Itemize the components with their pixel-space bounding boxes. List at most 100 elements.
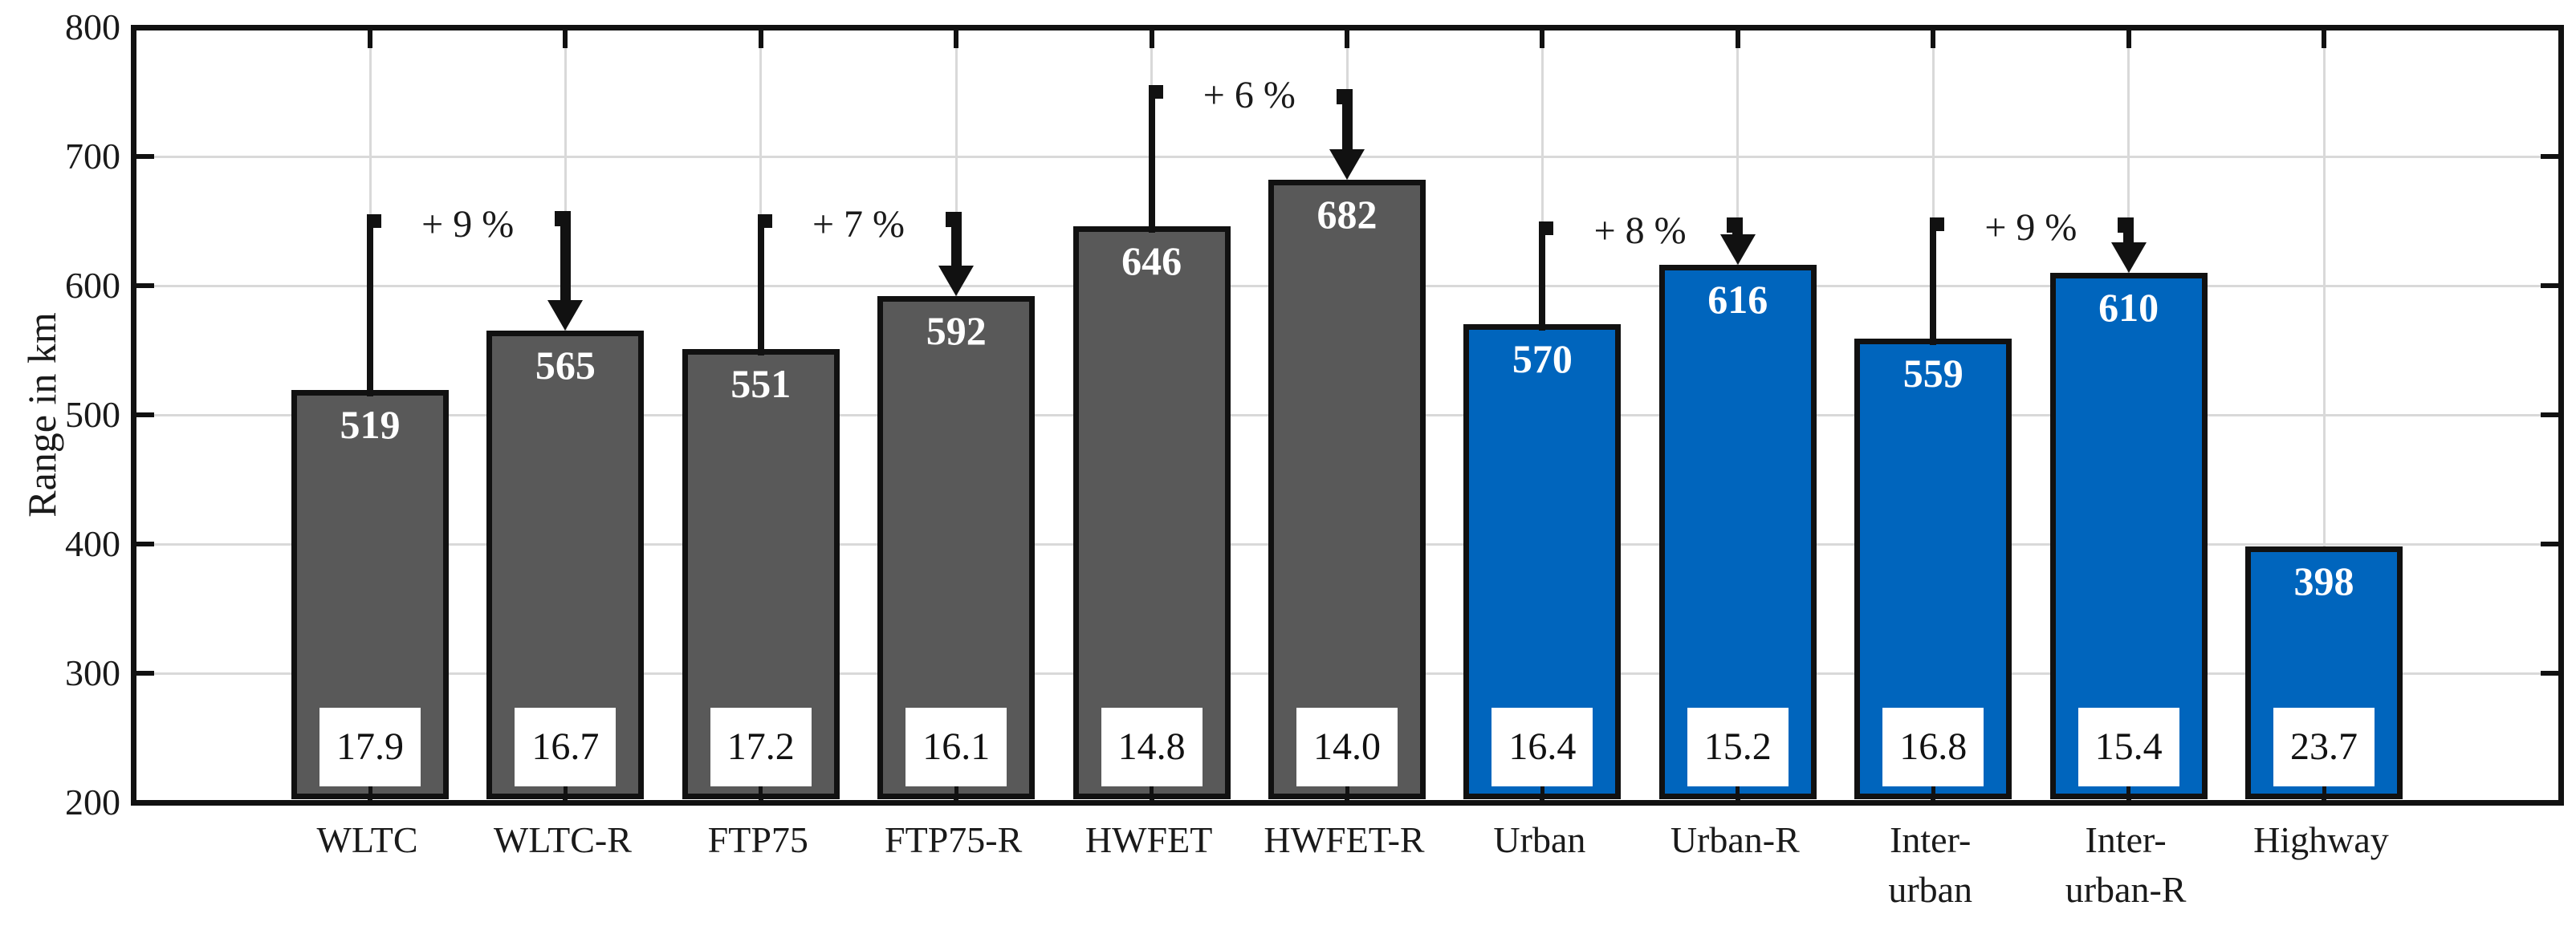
consumption-box-connector xyxy=(2126,786,2131,800)
y-axis-tick-left xyxy=(136,542,154,546)
y-axis-tick-left xyxy=(136,154,154,159)
bar-HWFET-R xyxy=(1268,179,1426,800)
x-axis-tick-top xyxy=(2322,30,2326,48)
x-tick-label-Inter-urban-R: Inter- urban-R xyxy=(2065,819,2187,910)
x-tick-label-HWFET-R: HWFET-R xyxy=(1264,819,1425,860)
consumption-box-connector xyxy=(563,786,568,800)
y-tick-label: 700 xyxy=(65,136,120,177)
bar-value-label: 682 xyxy=(1316,191,1378,237)
x-tick-label-FTP75-R: FTP75-R xyxy=(885,819,1023,860)
potential-range-line xyxy=(1930,217,1937,345)
potential-range-line-cap xyxy=(757,214,772,229)
x-axis-tick-top xyxy=(1149,30,1154,48)
x-axis-tick-top xyxy=(368,30,372,48)
x-axis-tick-top xyxy=(954,30,959,48)
x-tick-label-Inter-urban: Inter- urban xyxy=(1888,819,1973,910)
vertical-gridline xyxy=(2322,30,2326,800)
potential-range-line-cap xyxy=(1930,217,1945,231)
percent-gain-label: + 8 % xyxy=(1593,209,1687,253)
x-axis-tick-top xyxy=(2126,30,2131,48)
x-axis-tick-top xyxy=(1931,30,1936,48)
potential-range-line-cap xyxy=(367,214,381,229)
potential-range-line-cap xyxy=(1539,221,1554,235)
consumption-box-connector xyxy=(2322,786,2326,800)
potential-range-line xyxy=(757,214,764,355)
bar-FTP75 xyxy=(682,348,840,800)
y-axis-tick-right xyxy=(2540,542,2558,546)
x-tick-label-WLTC: WLTC xyxy=(316,819,418,860)
y-axis-tick-left xyxy=(136,671,154,676)
y-tick-label: 800 xyxy=(65,6,120,47)
potential-range-line-cap xyxy=(1148,85,1163,100)
consumption-box-connector xyxy=(1345,786,1349,800)
percent-gain-label: + 9 % xyxy=(1984,205,2077,249)
consumption-box: 16.4 xyxy=(1491,708,1593,787)
potential-range-line xyxy=(367,214,373,397)
x-axis-tick-top xyxy=(1345,30,1349,48)
consumption-box-connector xyxy=(1150,786,1154,800)
bar-value-label: 646 xyxy=(1121,238,1182,283)
x-tick-label-Urban: Urban xyxy=(1493,819,1586,860)
down-arrow-icon xyxy=(938,265,975,296)
y-tick-label: 600 xyxy=(65,265,120,306)
consumption-box: 14.0 xyxy=(1296,708,1398,787)
y-axis-tick-right xyxy=(2540,283,2558,288)
y-axis-tick-right xyxy=(2540,671,2558,676)
down-arrow-icon xyxy=(2110,242,2147,273)
arrow-shaft xyxy=(2123,217,2134,244)
consumption-box-connector xyxy=(759,786,763,800)
x-axis-tick-top xyxy=(1735,30,1740,48)
consumption-box: 16.1 xyxy=(905,708,1007,787)
y-tick-label: 300 xyxy=(65,652,120,693)
bar-Highway xyxy=(2245,546,2403,800)
consumption-box: 16.7 xyxy=(515,708,617,787)
y-axis-tick-right xyxy=(2540,154,2558,159)
plot-area: 519 17.9 565 16.7 551 17.2 592 16.1 646 14.8 682 14… xyxy=(130,24,2564,806)
consumption-box: 14.8 xyxy=(1101,708,1203,787)
consumption-box: 15.2 xyxy=(1687,708,1789,787)
bar-value-label: 519 xyxy=(340,402,401,448)
consumption-box: 17.2 xyxy=(710,708,812,787)
y-tick-label: 500 xyxy=(65,394,120,435)
consumption-box-connector xyxy=(1931,786,1935,800)
percent-gain-label: + 7 % xyxy=(812,203,905,246)
y-axis-tick-right xyxy=(2540,412,2558,417)
down-arrow-icon xyxy=(1719,234,1756,266)
bar-value-label: 551 xyxy=(730,360,792,406)
percent-gain-label: + 6 % xyxy=(1203,74,1296,117)
arrow-shaft xyxy=(950,212,962,267)
x-tick-label-Urban-R: Urban-R xyxy=(1670,819,1800,860)
y-tick-label: 200 xyxy=(65,782,120,822)
x-tick-label-FTP75: FTP75 xyxy=(707,819,808,860)
y-tick-label: 400 xyxy=(65,523,120,564)
down-arrow-icon xyxy=(547,300,584,331)
bar-WLTC xyxy=(291,390,449,800)
x-axis-tick-top xyxy=(758,30,763,48)
potential-range-line xyxy=(1539,221,1546,331)
percent-gain-label: + 9 % xyxy=(421,203,515,246)
bar-value-label: 610 xyxy=(2098,284,2159,330)
consumption-box: 17.9 xyxy=(319,708,421,787)
consumption-box: 16.8 xyxy=(1882,708,1984,787)
bar-value-label: 559 xyxy=(1902,351,1964,396)
x-axis-tick-top xyxy=(1540,30,1545,48)
bar-value-label: 565 xyxy=(535,343,596,388)
consumption-box-connector xyxy=(1540,786,1544,800)
y-axis-tick-left xyxy=(136,412,154,417)
bar-value-label: 570 xyxy=(1512,336,1573,382)
consumption-box-connector xyxy=(1736,786,1740,800)
x-tick-label-HWFET: HWFET xyxy=(1085,819,1213,860)
x-axis-tick-top xyxy=(563,30,568,48)
consumption-box-connector xyxy=(368,786,372,800)
consumption-box: 23.7 xyxy=(2273,708,2375,787)
arrow-shaft xyxy=(1341,89,1353,151)
potential-range-line xyxy=(1148,85,1155,233)
down-arrow-icon xyxy=(1329,148,1365,180)
bar-value-label: 398 xyxy=(2293,558,2354,604)
arrow-shaft xyxy=(560,210,571,303)
bar-Urban-R xyxy=(1658,265,1817,800)
bar-value-label: 592 xyxy=(926,307,987,353)
consumption-box-connector xyxy=(954,786,958,800)
arrow-shaft xyxy=(1732,217,1744,237)
